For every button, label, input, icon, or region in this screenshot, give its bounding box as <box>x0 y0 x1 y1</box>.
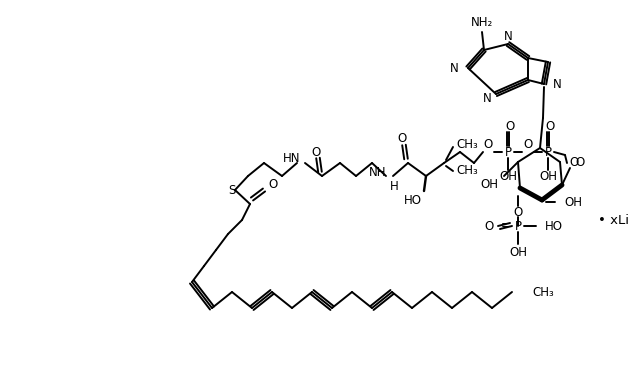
Text: N: N <box>553 78 562 90</box>
Text: • xLi: • xLi <box>598 213 629 227</box>
Text: P: P <box>504 146 511 158</box>
Text: O: O <box>545 120 555 132</box>
Text: P: P <box>545 146 552 158</box>
Text: H: H <box>390 181 398 193</box>
Text: S: S <box>228 184 236 196</box>
Text: CH₃: CH₃ <box>456 164 477 178</box>
Text: O: O <box>483 138 493 150</box>
Text: N: N <box>451 61 459 75</box>
Text: N: N <box>483 92 492 106</box>
Text: HO: HO <box>545 219 563 233</box>
Text: O: O <box>575 156 584 170</box>
Text: N: N <box>504 29 513 43</box>
Text: OH: OH <box>509 245 527 259</box>
Text: OH: OH <box>539 170 557 184</box>
Text: HN: HN <box>282 153 300 166</box>
Text: HO: HO <box>404 193 422 207</box>
Text: O: O <box>524 138 532 150</box>
Text: O: O <box>513 205 523 219</box>
Text: OH: OH <box>564 196 582 208</box>
Text: O: O <box>312 146 321 158</box>
Text: O: O <box>506 120 515 132</box>
Text: O: O <box>397 132 406 146</box>
Text: O: O <box>569 155 579 169</box>
Text: CH₃: CH₃ <box>532 285 554 299</box>
Text: O: O <box>268 178 277 192</box>
Text: P: P <box>515 219 522 233</box>
Text: NH₂: NH₂ <box>471 17 493 29</box>
Text: OH: OH <box>499 170 517 184</box>
Text: CH₃: CH₃ <box>456 138 477 152</box>
Text: NH: NH <box>369 166 386 178</box>
Text: OH: OH <box>480 178 498 190</box>
Text: O: O <box>484 219 494 233</box>
Text: =: = <box>501 219 511 233</box>
